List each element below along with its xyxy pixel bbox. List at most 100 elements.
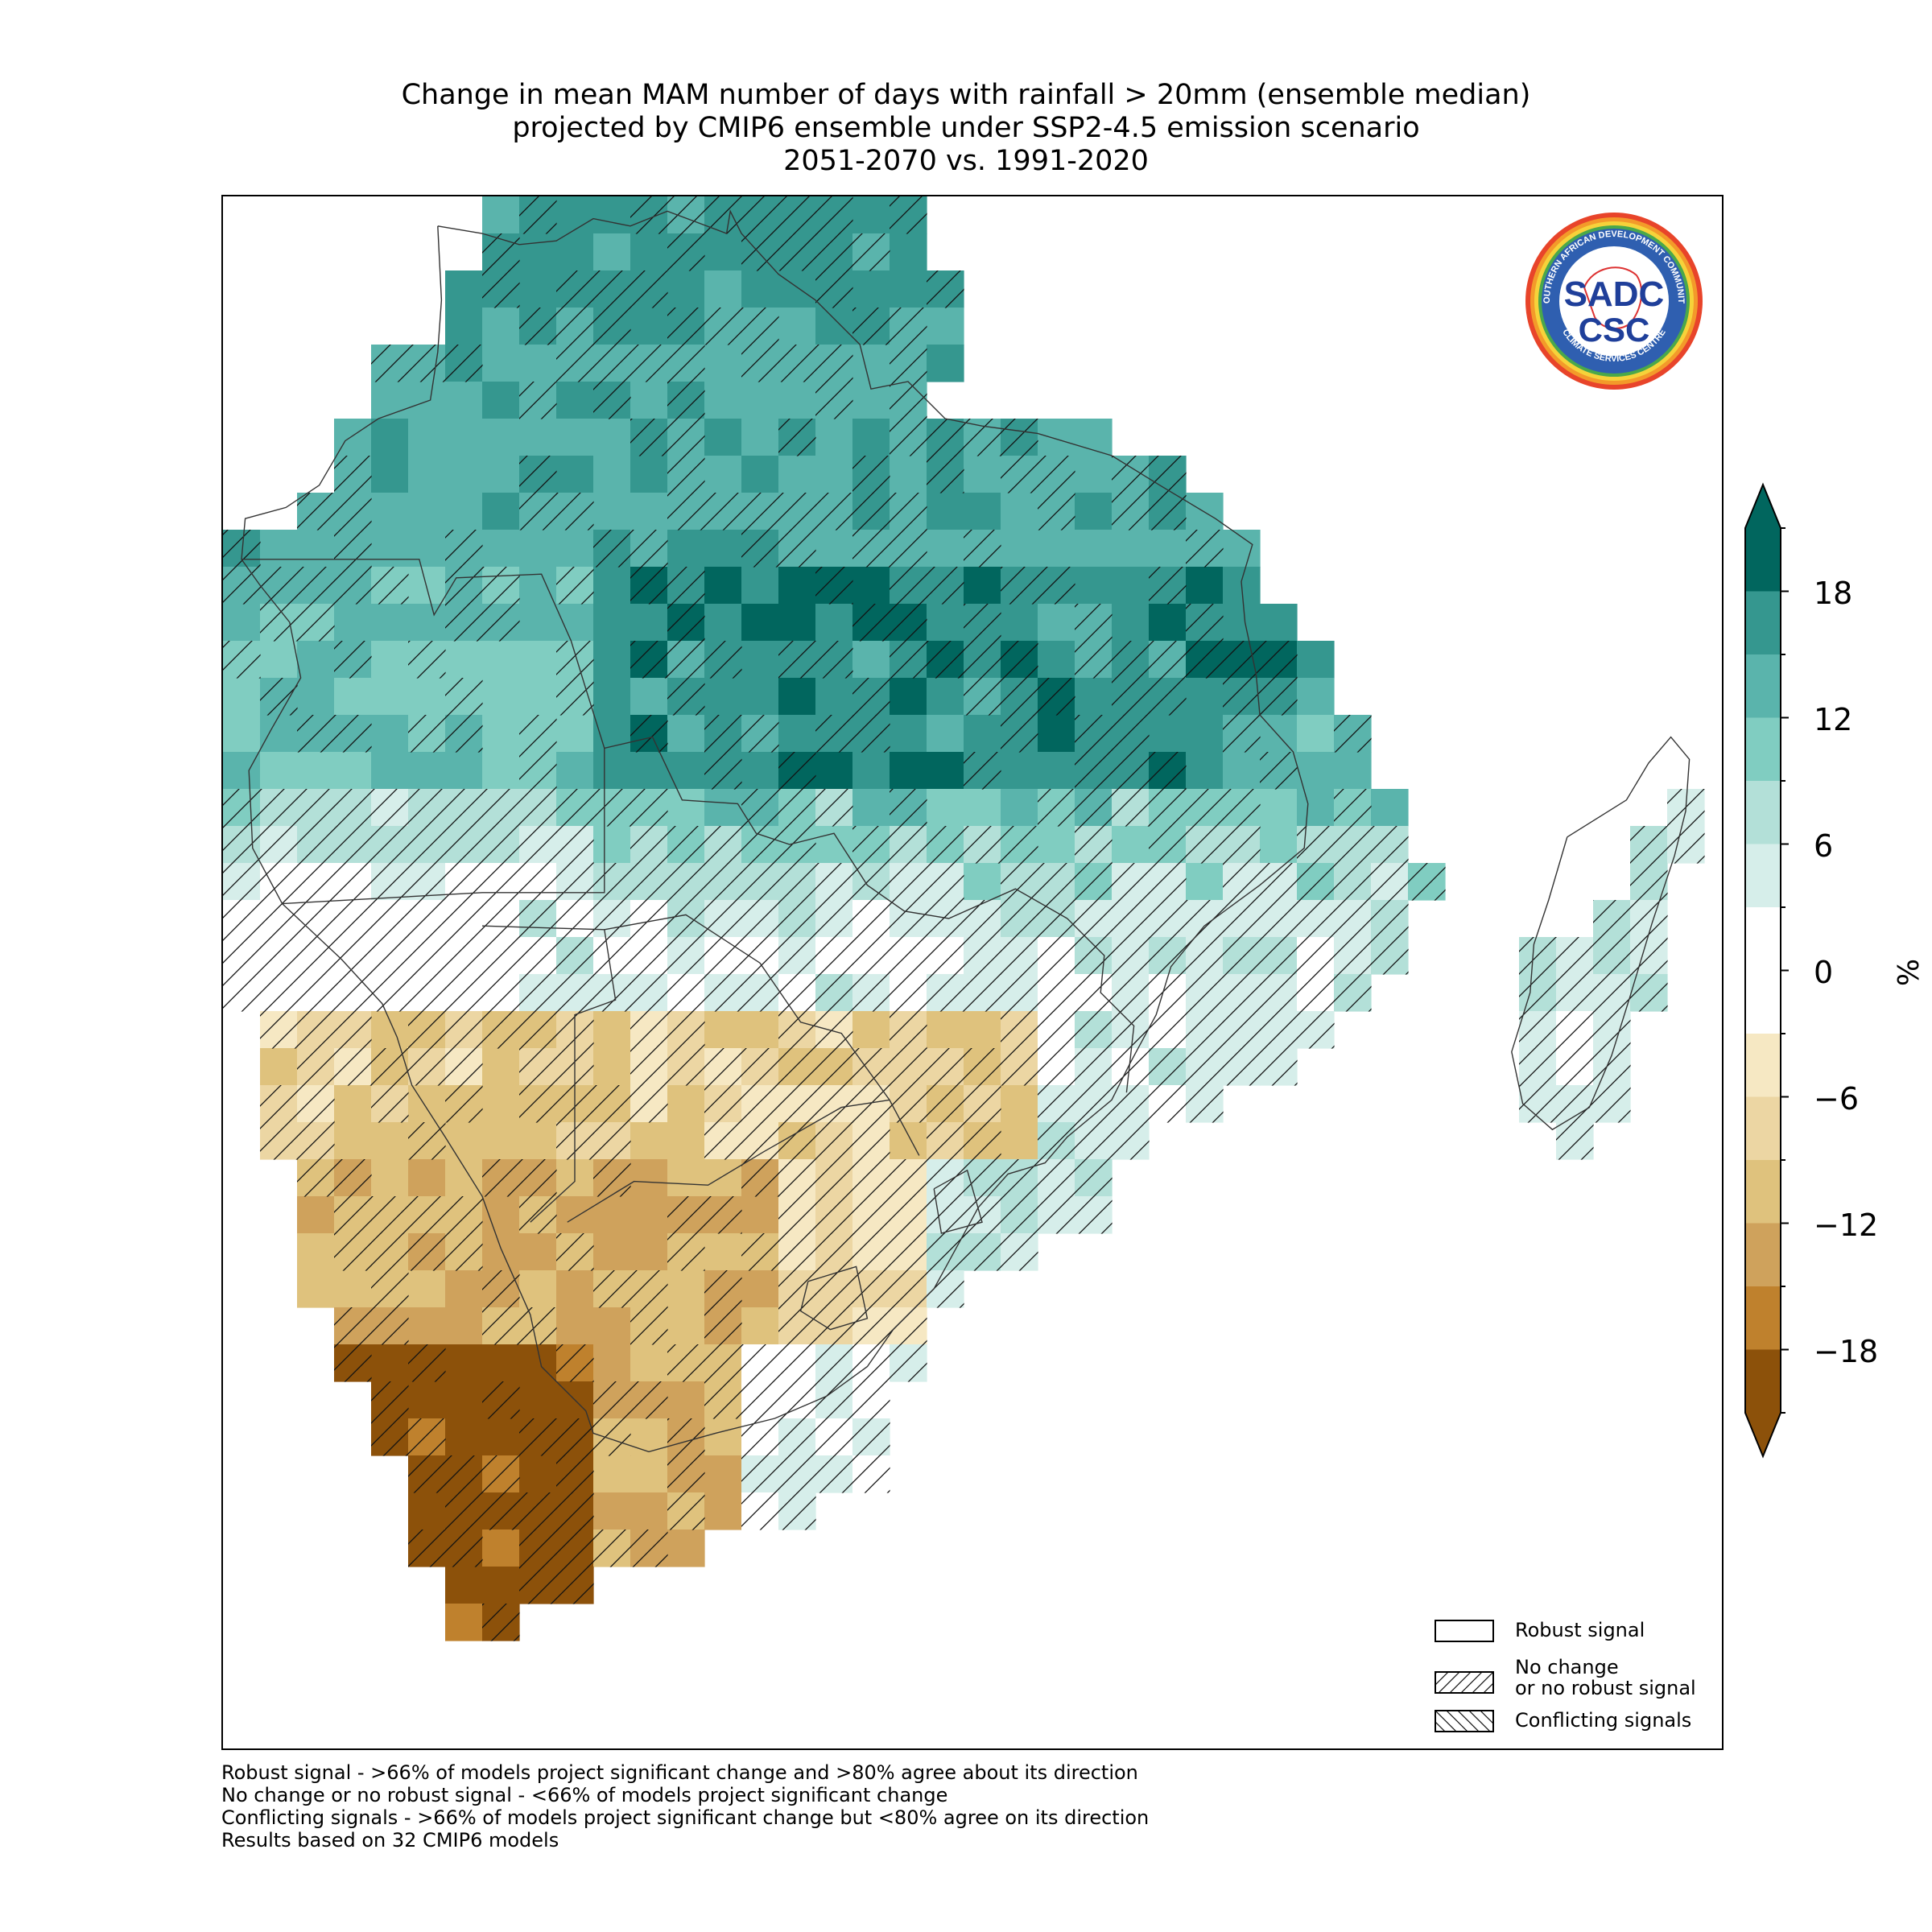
- colorbar-segment: [1745, 717, 1781, 782]
- grid-cell: [741, 752, 779, 790]
- choropleth-map: [223, 196, 1705, 1641]
- hatched-cell: [667, 1492, 705, 1530]
- grid-cell: [815, 456, 853, 493]
- hatched-cell: [1297, 937, 1335, 975]
- grid-cell: [704, 604, 742, 642]
- hatched-cell: [1556, 937, 1594, 975]
- hatched-cell: [704, 900, 742, 938]
- hatched-cell: [556, 1233, 594, 1271]
- hatched-cell: [1667, 826, 1705, 864]
- hatched-cell: [890, 604, 927, 642]
- legend-swatch-no-change: [1435, 1671, 1494, 1694]
- grid-cell: [890, 752, 927, 790]
- hatched-cell: [667, 1048, 705, 1086]
- hatched-cell: [1075, 641, 1113, 679]
- grid-cell: [371, 1011, 409, 1049]
- legend-swatch-conflicting: [1435, 1710, 1494, 1732]
- grid-cell: [630, 1122, 668, 1160]
- grid-cell: [371, 1122, 409, 1160]
- hatched-cell: [890, 1159, 927, 1197]
- hatched-cell: [1038, 1159, 1075, 1197]
- grid-cell: [593, 567, 631, 605]
- hatched-cell: [1186, 1048, 1224, 1086]
- hatched-cell: [1149, 493, 1187, 530]
- grid-cell: [482, 456, 520, 493]
- hatched-cell: [741, 308, 779, 345]
- grid-cell: [630, 604, 668, 642]
- hatched-cell: [927, 863, 964, 901]
- grid-cell: [445, 308, 483, 345]
- grid-cell: [630, 1159, 668, 1197]
- hatched-cell: [852, 308, 890, 345]
- grid-cell: [778, 382, 816, 419]
- grid-cell: [927, 678, 964, 716]
- hatched-cell: [815, 715, 853, 753]
- hatched-cell: [704, 715, 742, 753]
- grid-cell: [1038, 826, 1075, 864]
- grid-cell: [630, 1196, 668, 1234]
- hatched-cell: [704, 1270, 742, 1308]
- hatched-cell: [445, 567, 483, 605]
- hatched-cell: [1149, 900, 1187, 938]
- grid-cell: [704, 789, 742, 827]
- colorbar-extend-max: [1745, 485, 1781, 528]
- grid-cell: [482, 1122, 520, 1160]
- hatched-cell: [778, 900, 816, 938]
- hatched-cell: [1260, 937, 1298, 975]
- grid-cell: [704, 1455, 742, 1493]
- hatched-cell: [260, 1122, 298, 1160]
- hatched-cell: [667, 456, 705, 493]
- grid-cell: [778, 678, 816, 716]
- hatched-cell: [408, 1196, 446, 1234]
- hatched-cell: [890, 641, 927, 679]
- grid-cell: [630, 752, 668, 790]
- hatched-cell: [890, 900, 927, 938]
- hatched-cell: [1001, 900, 1038, 938]
- legend-label-conflicting: Conflicting signals: [1515, 1709, 1692, 1732]
- grid-cell: [482, 1233, 520, 1271]
- hatched-cell: [445, 1011, 483, 1049]
- grid-cell: [667, 1270, 705, 1308]
- hatched-cell: [408, 1122, 446, 1160]
- grid-cell: [260, 641, 298, 679]
- hatched-cell: [593, 863, 631, 901]
- grid-cell: [593, 826, 631, 864]
- grid-cell: [1297, 678, 1335, 716]
- grid-cell: [667, 1307, 705, 1345]
- grid-cell: [667, 715, 705, 753]
- hatched-cell: [408, 1048, 446, 1086]
- grid-cell: [1038, 419, 1075, 456]
- hatched-cell: [667, 1344, 705, 1382]
- hatched-cell: [927, 1122, 964, 1160]
- hatched-cell: [445, 1233, 483, 1271]
- hatched-cell: [890, 974, 927, 1012]
- hatched-cell: [297, 1122, 335, 1160]
- hatched-cell: [1038, 863, 1075, 901]
- hatched-cell: [852, 1196, 890, 1234]
- grid-cell: [1223, 530, 1261, 568]
- hatched-cell: [964, 530, 1001, 568]
- grid-cell: [890, 678, 927, 716]
- hatched-cell: [778, 196, 816, 234]
- hatched-cell: [519, 863, 557, 901]
- hatched-cell: [927, 1048, 964, 1086]
- hatched-cell: [223, 863, 261, 901]
- map-title-line-2: projected by CMIP6 ensemble under SSP2-4…: [512, 112, 1420, 144]
- hatched-cell: [667, 196, 705, 234]
- grid-cell: [704, 678, 742, 716]
- hatched-cell: [890, 1270, 927, 1308]
- coastline-mainland: [241, 209, 1309, 1453]
- hatched-cell: [778, 1048, 816, 1086]
- grid-cell: [371, 678, 409, 716]
- hatched-cell: [482, 826, 520, 864]
- hatched-cell: [297, 1159, 335, 1197]
- hatched-cell: [815, 1122, 853, 1160]
- colorbar-segment: [1745, 1223, 1781, 1287]
- hatched-cell: [964, 1196, 1001, 1234]
- hatched-cell: [223, 974, 261, 1012]
- grid-cell: [482, 1567, 520, 1604]
- hatched-cell: [1112, 863, 1150, 901]
- hatched-cell: [593, 270, 631, 308]
- hatched-cell: [1038, 493, 1075, 530]
- hatched-cell: [593, 1159, 631, 1197]
